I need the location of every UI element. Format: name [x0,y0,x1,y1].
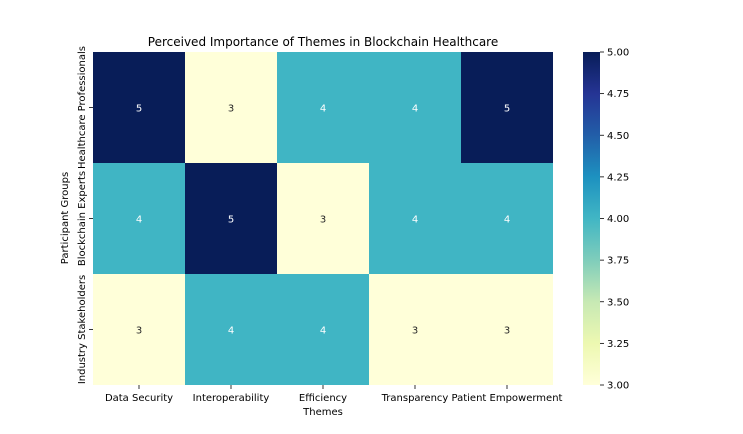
heatmap-cells: 5 3 4 4 5 4 5 3 4 4 3 4 4 3 3 [93,52,553,385]
colorbar-tick-label: 4.00 [607,214,629,225]
heatmap-cell [369,274,461,385]
cell-value-label: 3 [504,326,510,337]
heatmap-cell [461,274,553,385]
cell-value-label: 4 [228,326,234,337]
cell-value-label: 5 [504,104,510,115]
heatmap-cell [93,52,185,163]
x-tick-label: Efficiency [299,393,347,404]
y-tick-label: Blockchain Experts [77,171,88,266]
x-axis-label: Themes [302,407,343,418]
x-tick-label: Interoperability [193,393,270,404]
cell-value-label: 5 [136,104,142,115]
colorbar-tick-label: 3.50 [607,297,629,308]
heatmap-cell [277,274,369,385]
colorbar-tick-label: 4.75 [607,89,629,100]
cell-value-label: 4 [320,326,326,337]
cell-value-label: 4 [504,215,510,226]
colorbar [583,52,600,385]
colorbar-tick-label: 5.00 [607,48,629,59]
chart-title: Perceived Importance of Themes in Blockc… [148,35,498,49]
heatmap-cell [93,163,185,274]
x-tick-label: Transparency [381,393,449,404]
cell-value-label: 4 [412,215,418,226]
colorbar-tick-label: 4.25 [607,172,629,183]
colorbar-tick-label: 3.00 [607,381,629,392]
y-tick-label: Healthcare Professionals [77,46,88,169]
colorbar-tick-label: 4.50 [607,131,629,142]
cell-value-label: 3 [228,104,234,115]
heatmap-cell [185,274,277,385]
x-tick-label: Data Security [105,393,173,404]
cell-value-label: 3 [136,326,142,337]
heatmap-cell [369,163,461,274]
heatmap-cell [277,163,369,274]
cell-value-label: 4 [320,104,326,115]
cell-value-label: 3 [412,326,418,337]
heatmap-cell [185,52,277,163]
heatmap-cell [277,52,369,163]
heatmap-cell [369,52,461,163]
y-tick-label: Industry Stakeholders [77,275,88,384]
colorbar-tick-label: 3.75 [607,256,629,267]
y-axis-label: Participant Groups [60,172,71,264]
heatmap-cell [461,163,553,274]
cell-value-label: 5 [228,215,234,226]
heatmap-cell [185,163,277,274]
heatmap-cell [461,52,553,163]
y-axis-ticks: Healthcare Professionals Blockchain Exper… [77,46,93,384]
cell-value-label: 4 [136,215,142,226]
heatmap-cell [93,274,185,385]
x-axis-ticks: Data Security Interoperability Efficiency T… [105,385,563,404]
cell-value-label: 4 [412,104,418,115]
cell-value-label: 3 [320,215,326,226]
x-tick-label: Patient Empowerment [452,393,563,404]
colorbar-tick-label: 3.25 [607,339,629,350]
colorbar-ticks: 3.00 3.25 3.50 3.75 4.00 4.25 4.50 4.75 5.00 [600,48,629,392]
